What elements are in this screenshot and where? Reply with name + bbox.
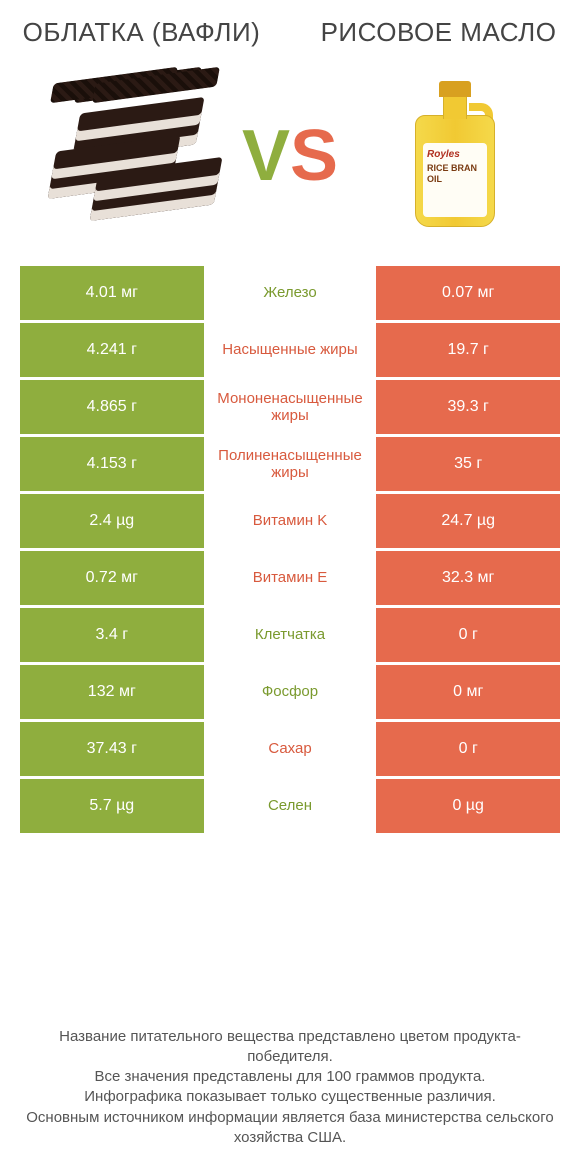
footer-line: Название питательного вещества представл… (26, 1027, 554, 1068)
wafer-icon (40, 91, 210, 221)
right-value: 24.7 µg (376, 494, 560, 548)
right-product-image: Royles RICE BRAN OIL (370, 76, 540, 236)
infographic-root: ОБЛАТКА (ВАФЛИ) РИСОВОЕ МАСЛО VS Royles … (0, 0, 580, 1174)
table-row: 2.4 µgВитамин K24.7 µg (20, 494, 560, 548)
nutrient-label: Фосфор (204, 665, 377, 719)
nutrient-label: Сахар (204, 722, 377, 776)
right-value: 39.3 г (376, 380, 560, 434)
footer-line: Основным источником информации является … (26, 1108, 554, 1149)
right-value: 0.07 мг (376, 266, 560, 320)
footer-notes: Название питательного вещества представл… (20, 1027, 560, 1155)
table-row: 4.241 гНасыщенные жиры19.7 г (20, 323, 560, 377)
table-row: 4.153 гПолиненасыщенные жиры35 г (20, 437, 560, 491)
nutrient-label: Витамин K (204, 494, 377, 548)
left-value: 2.4 µg (20, 494, 204, 548)
table-row: 5.7 µgСелен0 µg (20, 779, 560, 833)
left-value: 4.01 мг (20, 266, 204, 320)
right-value: 0 мг (376, 665, 560, 719)
right-product-title: РИСОВОЕ МАСЛО (317, 18, 560, 48)
right-value: 19.7 г (376, 323, 560, 377)
nutrient-label: Насыщенные жиры (204, 323, 377, 377)
comparison-table: 4.01 мгЖелезо0.07 мг4.241 гНасыщенные жи… (20, 266, 560, 833)
left-value: 4.865 г (20, 380, 204, 434)
nutrient-label: Витамин E (204, 551, 377, 605)
nutrient-label: Селен (204, 779, 377, 833)
nutrient-label: Железо (204, 266, 377, 320)
nutrient-label: Полиненасыщенные жиры (204, 437, 377, 491)
table-row: 4.01 мгЖелезо0.07 мг (20, 266, 560, 320)
table-row: 132 мгФосфор0 мг (20, 665, 560, 719)
vs-label: VS (242, 120, 338, 192)
left-value: 0.72 мг (20, 551, 204, 605)
nutrient-label: Мононенасыщенные жиры (204, 380, 377, 434)
nutrient-label: Клетчатка (204, 608, 377, 662)
right-value: 0 г (376, 608, 560, 662)
bottle-brand: Royles (427, 149, 483, 161)
header: ОБЛАТКА (ВАФЛИ) РИСОВОЕ МАСЛО (20, 18, 560, 48)
footer-line: Все значения представлены для 100 граммо… (26, 1067, 554, 1087)
left-value: 132 мг (20, 665, 204, 719)
right-value: 35 г (376, 437, 560, 491)
bottle-text: RICE BRAN OIL (427, 163, 477, 184)
table-row: 0.72 мгВитамин E32.3 мг (20, 551, 560, 605)
left-value: 5.7 µg (20, 779, 204, 833)
right-value: 32.3 мг (376, 551, 560, 605)
left-product-image (40, 76, 210, 236)
table-row: 3.4 гКлетчатка0 г (20, 608, 560, 662)
vs-s: S (290, 116, 338, 196)
left-product-title: ОБЛАТКА (ВАФЛИ) (20, 18, 263, 48)
table-row: 37.43 гСахар0 г (20, 722, 560, 776)
right-value: 0 г (376, 722, 560, 776)
right-value: 0 µg (376, 779, 560, 833)
oil-bottle-icon: Royles RICE BRAN OIL (405, 81, 505, 231)
left-value: 37.43 г (20, 722, 204, 776)
vs-v: V (242, 116, 290, 196)
product-images-row: VS Royles RICE BRAN OIL (20, 66, 560, 266)
table-row: 4.865 гМононенасыщенные жиры39.3 г (20, 380, 560, 434)
footer-line: Инфографика показывает только существенн… (26, 1087, 554, 1107)
left-value: 4.153 г (20, 437, 204, 491)
left-value: 4.241 г (20, 323, 204, 377)
left-value: 3.4 г (20, 608, 204, 662)
